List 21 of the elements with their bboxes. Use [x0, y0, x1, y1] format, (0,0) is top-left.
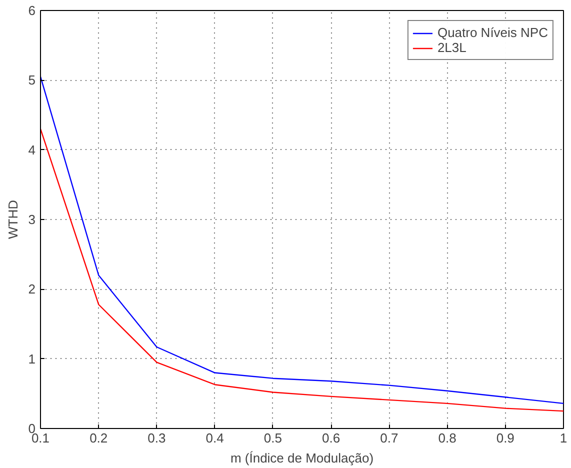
y-tick-label: 4 [28, 142, 36, 158]
y-tick-label: 1 [28, 351, 36, 366]
x-axis-title: m (Índice de Modulação) [230, 450, 374, 466]
x-tick-label: 0.5 [264, 430, 282, 446]
y-tick-label: 5 [28, 72, 36, 88]
x-tick-label: 0.7 [380, 430, 398, 446]
y-tick-label: 2 [28, 282, 36, 297]
line-series [40, 128, 564, 412]
line-series [40, 76, 564, 404]
x-tick-label: 1 [560, 430, 568, 446]
x-tick-label: 0.6 [322, 430, 340, 446]
x-tick-label: 0.4 [206, 430, 224, 446]
x-tick-label: 0.3 [148, 430, 166, 446]
legend-label: Quatro Níveis NPC [437, 25, 548, 40]
y-tick-label: 3 [28, 212, 36, 227]
y-tick-label: 6 [28, 3, 36, 18]
y-axis-title: WTHD [5, 200, 20, 239]
legend-label: 2L3L [437, 40, 466, 55]
x-tick-label: 0.8 [438, 430, 456, 446]
x-tick-label: 0.2 [90, 430, 108, 446]
x-tick-label: 0.9 [496, 430, 514, 446]
